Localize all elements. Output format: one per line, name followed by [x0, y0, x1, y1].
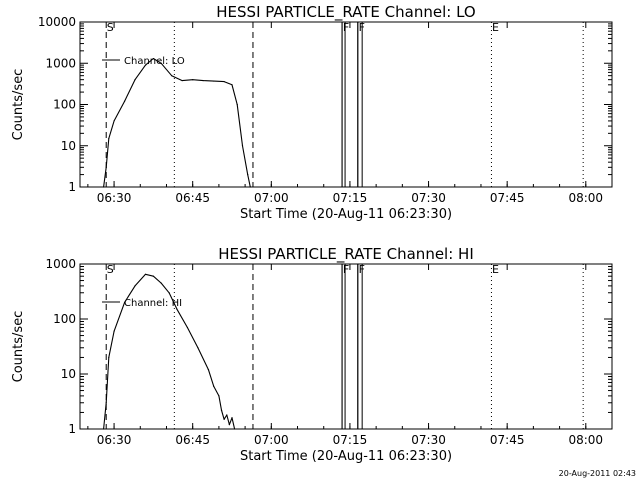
panel-1-x-tick-label: 07:00 — [254, 191, 289, 205]
panel-1-series-point — [213, 80, 215, 82]
panel-2-y-tick-label: 1000 — [45, 257, 76, 271]
panel-2-series-point — [134, 285, 136, 287]
panel-2-series-point — [223, 418, 225, 420]
panel-2-chart-title: HESSI PARTICLE_RATE Channel: HI — [218, 245, 474, 264]
panel-2-series-point — [123, 301, 126, 304]
panel-1-series-line — [103, 57, 251, 188]
panel-2-x-tick-label: 07:30 — [411, 433, 446, 447]
panel-2-series-point — [152, 275, 154, 277]
panel-1-series-point — [202, 79, 204, 82]
panel-2-y-axis-label: Counts/sec — [11, 311, 26, 383]
panel-1-y-tick-label: 1000 — [45, 56, 76, 70]
panel-2-event-marker-label: F — [343, 263, 349, 276]
panel-1-series-point — [231, 84, 233, 86]
panel-2-series-point — [113, 330, 115, 332]
panel-2-series-point — [226, 414, 228, 416]
panel-2-series-point — [186, 326, 189, 329]
panel-1-series-point — [152, 57, 154, 60]
panel-1-series-point — [105, 166, 107, 168]
panel-1-series-point — [241, 145, 244, 147]
panel-1-x-tick-label: 07:15 — [333, 191, 368, 205]
panel-2-series-point — [144, 273, 147, 275]
panel-2-series-line — [103, 273, 236, 430]
panel-2-series-point — [176, 308, 178, 310]
panel-2-x-tick-label: 07:15 — [333, 433, 368, 447]
panel-1-flag-interval-box — [357, 21, 363, 188]
panel-1-series-point — [144, 64, 147, 66]
panel-2-series-point — [197, 347, 199, 349]
panel-1-series-point — [247, 173, 249, 176]
panel-1-series-point — [113, 120, 115, 122]
panel-1-event-marker-label: F — [359, 21, 365, 34]
panel-1-series-point — [134, 79, 136, 81]
panel-2-series-point — [168, 292, 170, 294]
panel-1-series-point — [223, 80, 225, 83]
panel-2-series-point — [160, 282, 162, 284]
panel-2-y-tick-label: 10 — [61, 367, 76, 381]
panel-1-series-point — [123, 100, 126, 102]
panel-1-chart-title: HESSI PARTICLE_RATE Channel: LO — [216, 3, 475, 22]
panel-1-series-point — [236, 103, 238, 106]
panel-2-series-point — [108, 356, 110, 359]
panel-1-series-point — [102, 186, 105, 188]
panel-2-series-point — [105, 402, 107, 404]
panel-2-x-tick-label: 06:30 — [97, 433, 132, 447]
panel-1-series-point — [171, 75, 173, 77]
panel-2-series-point — [213, 385, 215, 387]
panel-1-y-tick-label: 100 — [53, 98, 76, 112]
panel-2-event-marker-label: F — [359, 263, 365, 276]
panel-1-y-tick-label: 10000 — [38, 15, 76, 29]
panel-1-x-tick-label: 08:00 — [568, 191, 603, 205]
panel-1-event-marker-label: S — [107, 21, 114, 34]
panel-1-series-point — [192, 79, 194, 81]
panel-1-x-tick-label: 07:45 — [490, 191, 525, 205]
panel-1-plot-frame — [79, 21, 613, 188]
panel-1-y-tick-label: 1 — [68, 180, 76, 194]
panel-2-x-tick-label: 07:45 — [490, 433, 525, 447]
panel-1-series-point — [249, 186, 251, 188]
panel-2-flag-interval-box — [357, 263, 363, 430]
panel-2-x-tick-label: 08:00 — [568, 433, 603, 447]
panel-2-y-tick-label: 1 — [68, 422, 76, 436]
panel-2-series-point — [207, 369, 210, 371]
panel-1-series-point — [181, 79, 183, 82]
panel-1-series-point — [108, 137, 110, 140]
panel-1-y-axis-label: Counts/sec — [11, 69, 26, 141]
panel-2-x-tick-label: 06:45 — [175, 433, 210, 447]
panel-1-x-tick-label: 07:30 — [411, 191, 446, 205]
panel-2-x-axis-label: Start Time (20-Aug-11 06:23:30) — [240, 449, 452, 464]
panel-2-legend-label: Channel: HI — [124, 298, 182, 309]
panel-1-x-tick-label: 06:30 — [97, 191, 132, 205]
panel-1-legend-label: Channel: LO — [124, 56, 185, 67]
panel-2-plot-frame — [79, 263, 613, 430]
footer-timestamp: 20-Aug-2011 02:43 — [559, 469, 636, 478]
panel-2-event-marker-label: E — [492, 263, 499, 276]
panel-2-event-marker-label: S — [107, 263, 114, 276]
panel-2-x-tick-label: 07:00 — [254, 433, 289, 447]
panel-2-series-point — [231, 417, 233, 419]
panel-1-series-point — [160, 62, 162, 64]
panel-1-event-marker-label: E — [492, 21, 499, 34]
panel-2-series-point — [228, 424, 230, 426]
panel-2-series-point — [220, 409, 223, 411]
panel-2-series-point — [218, 395, 220, 397]
panel-1-event-marker-label: F — [343, 21, 349, 34]
panel-2-series-point — [234, 428, 236, 430]
panel-1-x-tick-label: 06:45 — [175, 191, 210, 205]
panel-2-series-point — [102, 428, 105, 430]
panel-2-y-tick-label: 100 — [53, 312, 76, 326]
panel-1-x-axis-label: Start Time (20-Aug-11 06:23:30) — [240, 207, 452, 222]
panel-1-y-tick-label: 10 — [61, 139, 76, 153]
